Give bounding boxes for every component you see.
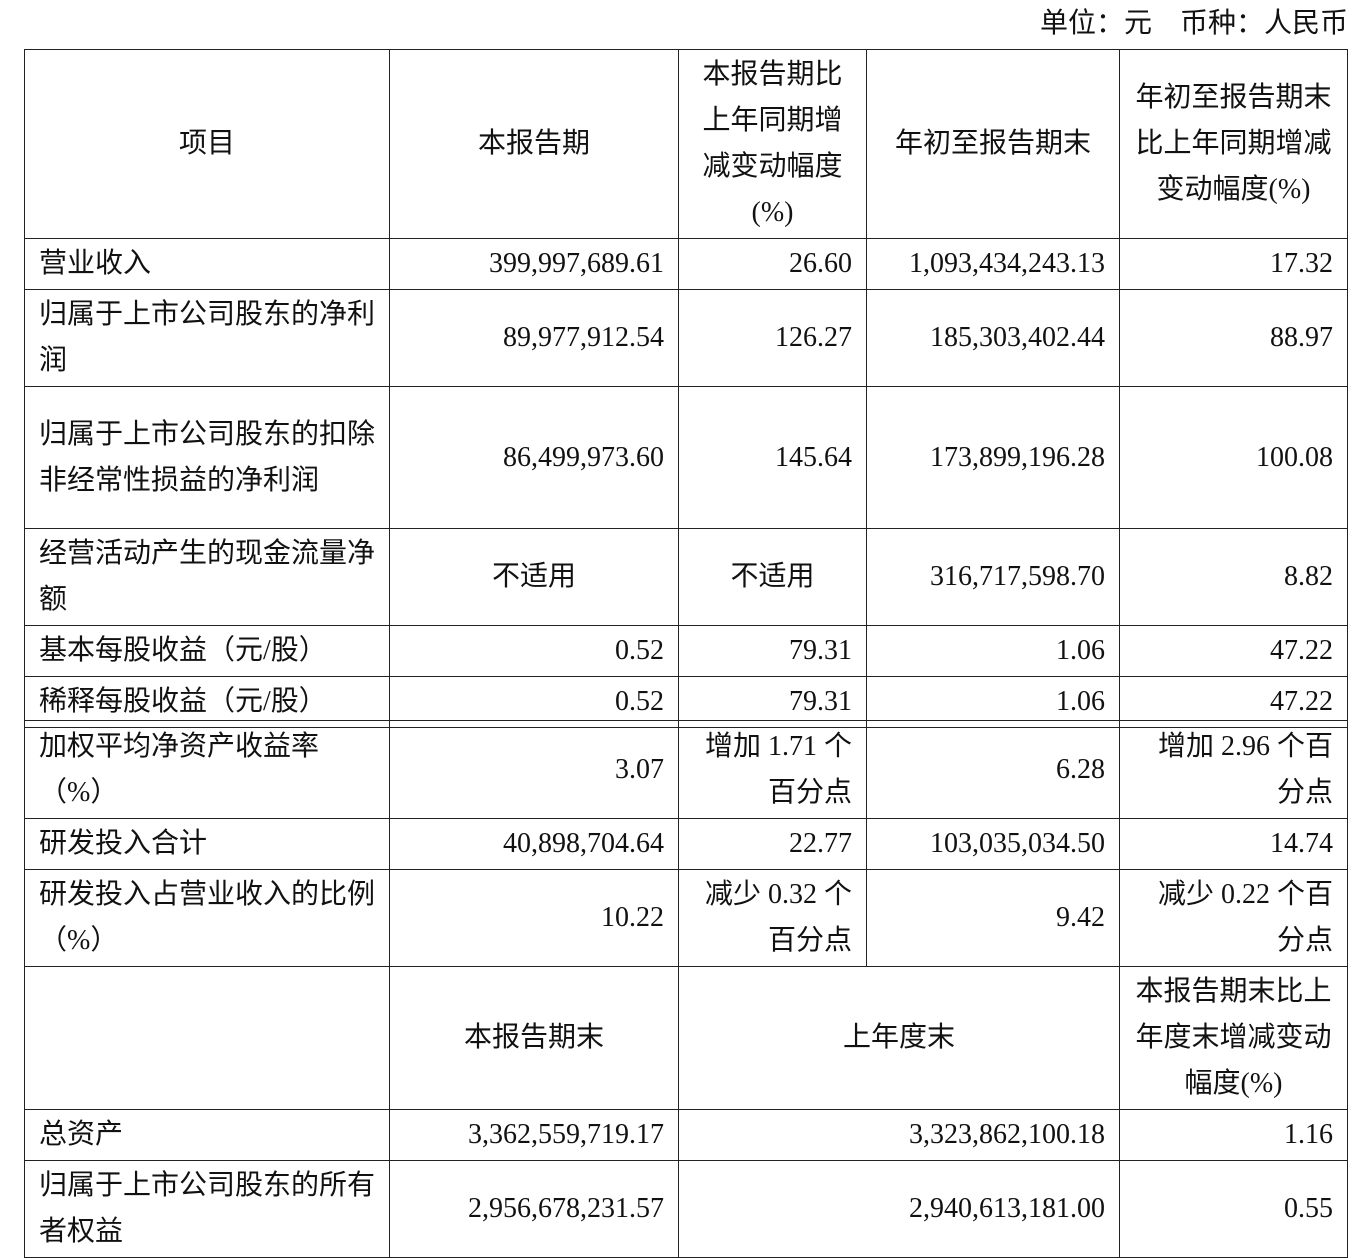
table-row: 归属于上市公司股东的扣除非经常性损益的净利润 86,499,973.60 145.6… bbox=[24, 386, 1348, 529]
cell: 89,977,912.54 bbox=[389, 289, 679, 387]
row-label: 归属于上市公司股东的扣除非经常性损益的净利润 bbox=[24, 386, 390, 529]
cell: 减少 0.32 个百分点 bbox=[678, 869, 867, 967]
cell: 不适用 bbox=[389, 528, 679, 626]
table-row: 加权平均净资产收益率（%） 3.07 增加 1.71 个百分点 6.28 增加 2.96… bbox=[24, 720, 1348, 819]
row-label: 归属于上市公司股东的所有者权益 bbox=[24, 1160, 390, 1258]
table-row: 研发投入占营业收入的比例（%） 10.22 减少 0.32 个百分点 9.42 减少 0… bbox=[24, 869, 1348, 967]
row-label: 稀释每股收益（元/股） bbox=[24, 676, 390, 728]
cell: 399,997,689.61 bbox=[389, 238, 679, 290]
cell: 14.74 bbox=[1119, 818, 1348, 870]
cell: 3,323,862,100.18 bbox=[678, 1109, 1120, 1161]
financial-table-main: 项目 本报告期 本报告期比上年同期增减变动幅度(%) 年初至报告期末 年初至报告… bbox=[24, 49, 1348, 728]
row-label: 归属于上市公司股东的净利润 bbox=[24, 289, 390, 387]
cell: 40,898,704.64 bbox=[389, 818, 679, 870]
cell: 3.07 bbox=[389, 720, 679, 819]
cell: 0.52 bbox=[389, 625, 679, 677]
cell: 减少 0.22 个百分点 bbox=[1119, 869, 1348, 967]
cell: 9.42 bbox=[866, 869, 1120, 967]
table-row: 营业收入 399,997,689.61 26.60 1,093,434,243.13 1… bbox=[24, 238, 1348, 290]
cell: 增加 2.96 个百分点 bbox=[1119, 720, 1348, 819]
table-row: 总资产 3,362,559,719.17 3,323,862,100.18 1.16 bbox=[24, 1109, 1348, 1161]
cell: 3,362,559,719.17 bbox=[389, 1109, 679, 1161]
header-ytd-change: 年初至报告期末比上年同期增减变动幅度(%) bbox=[1119, 49, 1348, 239]
row-label: 加权平均净资产收益率（%） bbox=[24, 720, 390, 819]
table-row: 归属于上市公司股东的所有者权益 2,956,678,231.57 2,940,613… bbox=[24, 1160, 1348, 1258]
header-blank bbox=[24, 966, 390, 1110]
table-row: 基本每股收益（元/股） 0.52 79.31 1.06 47.22 bbox=[24, 625, 1348, 677]
cell: 316,717,598.70 bbox=[866, 528, 1120, 626]
table-row: 研发投入合计 40,898,704.64 22.77 103,035,034.50 14… bbox=[24, 818, 1348, 870]
header-row: 项目 本报告期 本报告期比上年同期增减变动幅度(%) 年初至报告期末 年初至报告… bbox=[24, 49, 1348, 239]
row-label: 营业收入 bbox=[24, 238, 390, 290]
cell: 145.64 bbox=[678, 386, 867, 529]
cell: 88.97 bbox=[1119, 289, 1348, 387]
cell: 10.22 bbox=[389, 869, 679, 967]
cell: 173,899,196.28 bbox=[866, 386, 1120, 529]
cell: 17.32 bbox=[1119, 238, 1348, 290]
cell: 103,035,034.50 bbox=[866, 818, 1120, 870]
cell: 增加 1.71 个百分点 bbox=[678, 720, 867, 819]
cell: 1.16 bbox=[1119, 1109, 1348, 1161]
cell: 0.55 bbox=[1119, 1160, 1348, 1258]
header-item: 项目 bbox=[24, 49, 390, 239]
row-label: 经营活动产生的现金流量净额 bbox=[24, 528, 390, 626]
header-change: 本报告期末比上年度末增减变动幅度(%) bbox=[1119, 966, 1348, 1110]
cell: 79.31 bbox=[678, 676, 867, 728]
cell: 26.60 bbox=[678, 238, 867, 290]
row-label: 研发投入合计 bbox=[24, 818, 390, 870]
header-period-end: 本报告期末 bbox=[389, 966, 679, 1110]
cell: 22.77 bbox=[678, 818, 867, 870]
row-label: 总资产 bbox=[24, 1109, 390, 1161]
cell: 126.27 bbox=[678, 289, 867, 387]
cell: 47.22 bbox=[1119, 625, 1348, 677]
header-current-change: 本报告期比上年同期增减变动幅度(%) bbox=[678, 49, 867, 239]
cell: 79.31 bbox=[678, 625, 867, 677]
row-label: 基本每股收益（元/股） bbox=[24, 625, 390, 677]
header-prior-year-end: 上年度末 bbox=[678, 966, 1120, 1110]
cell: 6.28 bbox=[866, 720, 1120, 819]
cell: 8.82 bbox=[1119, 528, 1348, 626]
cell: 1,093,434,243.13 bbox=[866, 238, 1120, 290]
cell: 2,940,613,181.00 bbox=[678, 1160, 1120, 1258]
header-current-period: 本报告期 bbox=[389, 49, 679, 239]
header-ytd: 年初至报告期末 bbox=[866, 49, 1120, 239]
table-row: 经营活动产生的现金流量净额 不适用 不适用 316,717,598.70 8.82 bbox=[24, 528, 1348, 626]
row-label: 研发投入占营业收入的比例（%） bbox=[24, 869, 390, 967]
unit-currency-label: 单位：元 币种：人民币 bbox=[1039, 8, 1348, 39]
cell: 0.52 bbox=[389, 676, 679, 728]
cell: 2,956,678,231.57 bbox=[389, 1160, 679, 1258]
table-row: 归属于上市公司股东的净利润 89,977,912.54 126.27 185,303,… bbox=[24, 289, 1348, 387]
cell: 1.06 bbox=[866, 625, 1120, 677]
cell: 100.08 bbox=[1119, 386, 1348, 529]
financial-table-secondary: 加权平均净资产收益率（%） 3.07 增加 1.71 个百分点 6.28 增加 2.96… bbox=[24, 720, 1348, 1258]
cell: 185,303,402.44 bbox=[866, 289, 1120, 387]
cell: 不适用 bbox=[678, 528, 867, 626]
cell: 86,499,973.60 bbox=[389, 386, 679, 529]
balance-header-row: 本报告期末 上年度末 本报告期末比上年度末增减变动幅度(%) bbox=[24, 966, 1348, 1110]
